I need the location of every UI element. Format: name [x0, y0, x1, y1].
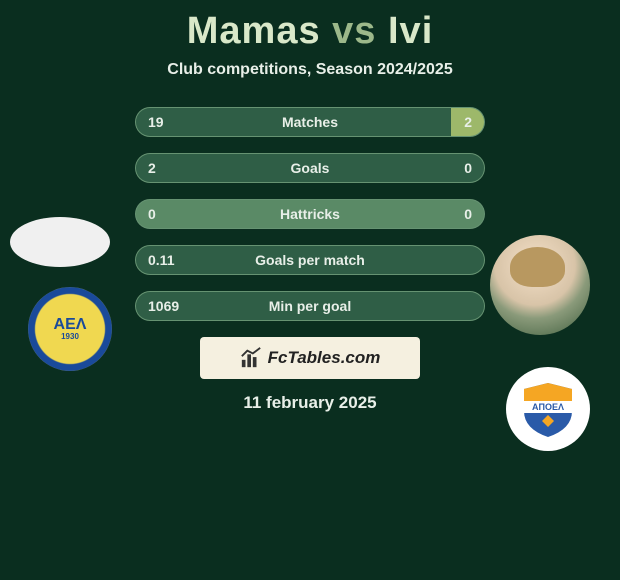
stat-label: Hattricks — [216, 206, 404, 222]
stat-value-right: 2 — [404, 114, 484, 130]
stat-value-left: 19 — [136, 114, 216, 130]
watermark-text: FcTables.com — [268, 348, 381, 368]
stat-row: 2Goals0 — [135, 153, 485, 183]
stat-value-right: 0 — [404, 206, 484, 222]
stat-value-right: 0 — [404, 160, 484, 176]
stats-bars: 19Matches22Goals00Hattricks00.11Goals pe… — [135, 107, 485, 321]
stat-row: 19Matches2 — [135, 107, 485, 137]
player1-name: Mamas — [187, 10, 321, 52]
player2-club-logo: ΑΠΟΕΛ — [506, 367, 590, 451]
player1-club-logo: ΑΕΛ 1930 — [28, 287, 112, 371]
player2-photo — [490, 235, 590, 335]
stat-value-left: 1069 — [136, 298, 216, 314]
stat-value-left: 0.11 — [136, 252, 216, 268]
content-area: ΑΕΛ 1930 ΑΠΟΕΛ 19Matches22Goals00Hattric… — [0, 107, 620, 413]
player2-name: Ivi — [388, 10, 433, 52]
club1-abbr: ΑΕΛ — [54, 316, 87, 334]
stat-value-left: 0 — [136, 206, 216, 222]
chart-icon — [240, 347, 262, 369]
stat-label: Goals per match — [216, 252, 404, 268]
club1-badge-text: ΑΕΛ 1930 — [54, 316, 87, 342]
club2-text: ΑΠΟΕΛ — [532, 402, 564, 412]
page-title: Mamas vs Ivi — [0, 10, 620, 53]
watermark: FcTables.com — [200, 337, 420, 379]
club1-year: 1930 — [54, 333, 87, 342]
stat-label: Goals — [216, 160, 404, 176]
subtitle: Club competitions, Season 2024/2025 — [0, 61, 620, 79]
stat-row: 0Hattricks0 — [135, 199, 485, 229]
apoel-shield-icon: ΑΠΟΕΛ — [516, 377, 580, 441]
stat-row: 0.11Goals per match — [135, 245, 485, 275]
stat-value-left: 2 — [136, 160, 216, 176]
comparison-card: Mamas vs Ivi Club competitions, Season 2… — [0, 0, 620, 580]
stat-label: Min per goal — [216, 298, 404, 314]
stat-row: 1069Min per goal — [135, 291, 485, 321]
vs-label: vs — [332, 10, 376, 52]
player1-photo — [10, 217, 110, 267]
stat-label: Matches — [216, 114, 404, 130]
